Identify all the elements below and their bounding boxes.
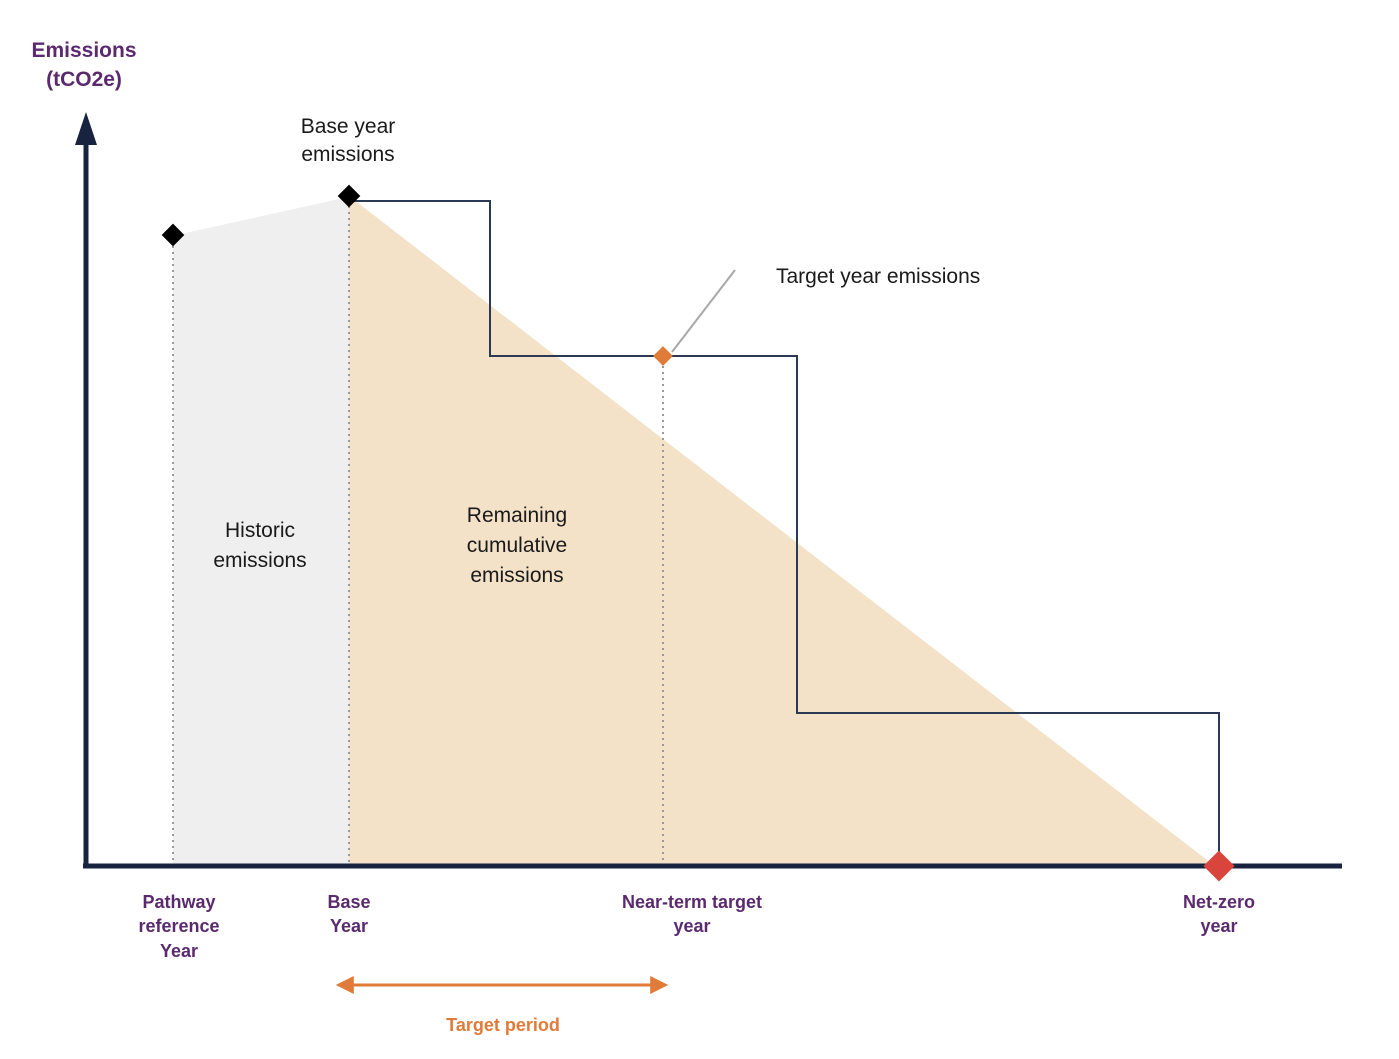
step-pathway-line — [349, 200, 1220, 866]
historic-trend-line — [172, 195, 350, 236]
remaining-label-line2: cumulative — [467, 534, 567, 557]
base-year-emissions-label-line1: Base year — [301, 115, 396, 138]
x-label-netzero-line2: year — [1200, 916, 1237, 936]
remaining-label-line3: emissions — [470, 564, 563, 587]
target-period-label: Target period — [446, 1015, 560, 1035]
x-label-netzero-line1: Net-zero — [1183, 892, 1255, 912]
x-label-pathway-line3: Year — [160, 941, 198, 961]
y-axis-title-line1: Emissions — [31, 39, 136, 62]
x-label-nearterm-line2: year — [673, 916, 710, 936]
x-label-pathway-line2: reference — [138, 916, 219, 936]
net-zero-marker — [1203, 850, 1235, 882]
base-year-emissions-label-line2: emissions — [301, 143, 394, 166]
x-label-pathway-line1: Pathway — [142, 892, 215, 912]
target-year-leader-line — [671, 269, 736, 353]
y-axis-arrowhead — [75, 112, 97, 145]
x-label-base-line1: Base — [327, 892, 370, 912]
historic-label-line2: emissions — [213, 549, 306, 572]
historic-emissions-area — [173, 196, 349, 867]
y-axis-title-line2: (tCO2e) — [46, 68, 122, 91]
target-year-emissions-label: Target year emissions — [776, 265, 980, 288]
x-label-nearterm-line1: Near-term target — [622, 892, 762, 912]
x-label-base-line2: Year — [330, 916, 368, 936]
target-year-marker — [653, 346, 673, 366]
remaining-label-line1: Remaining — [467, 504, 567, 527]
remaining-emissions-area — [349, 196, 1216, 867]
historic-label-line1: Historic — [225, 519, 295, 542]
